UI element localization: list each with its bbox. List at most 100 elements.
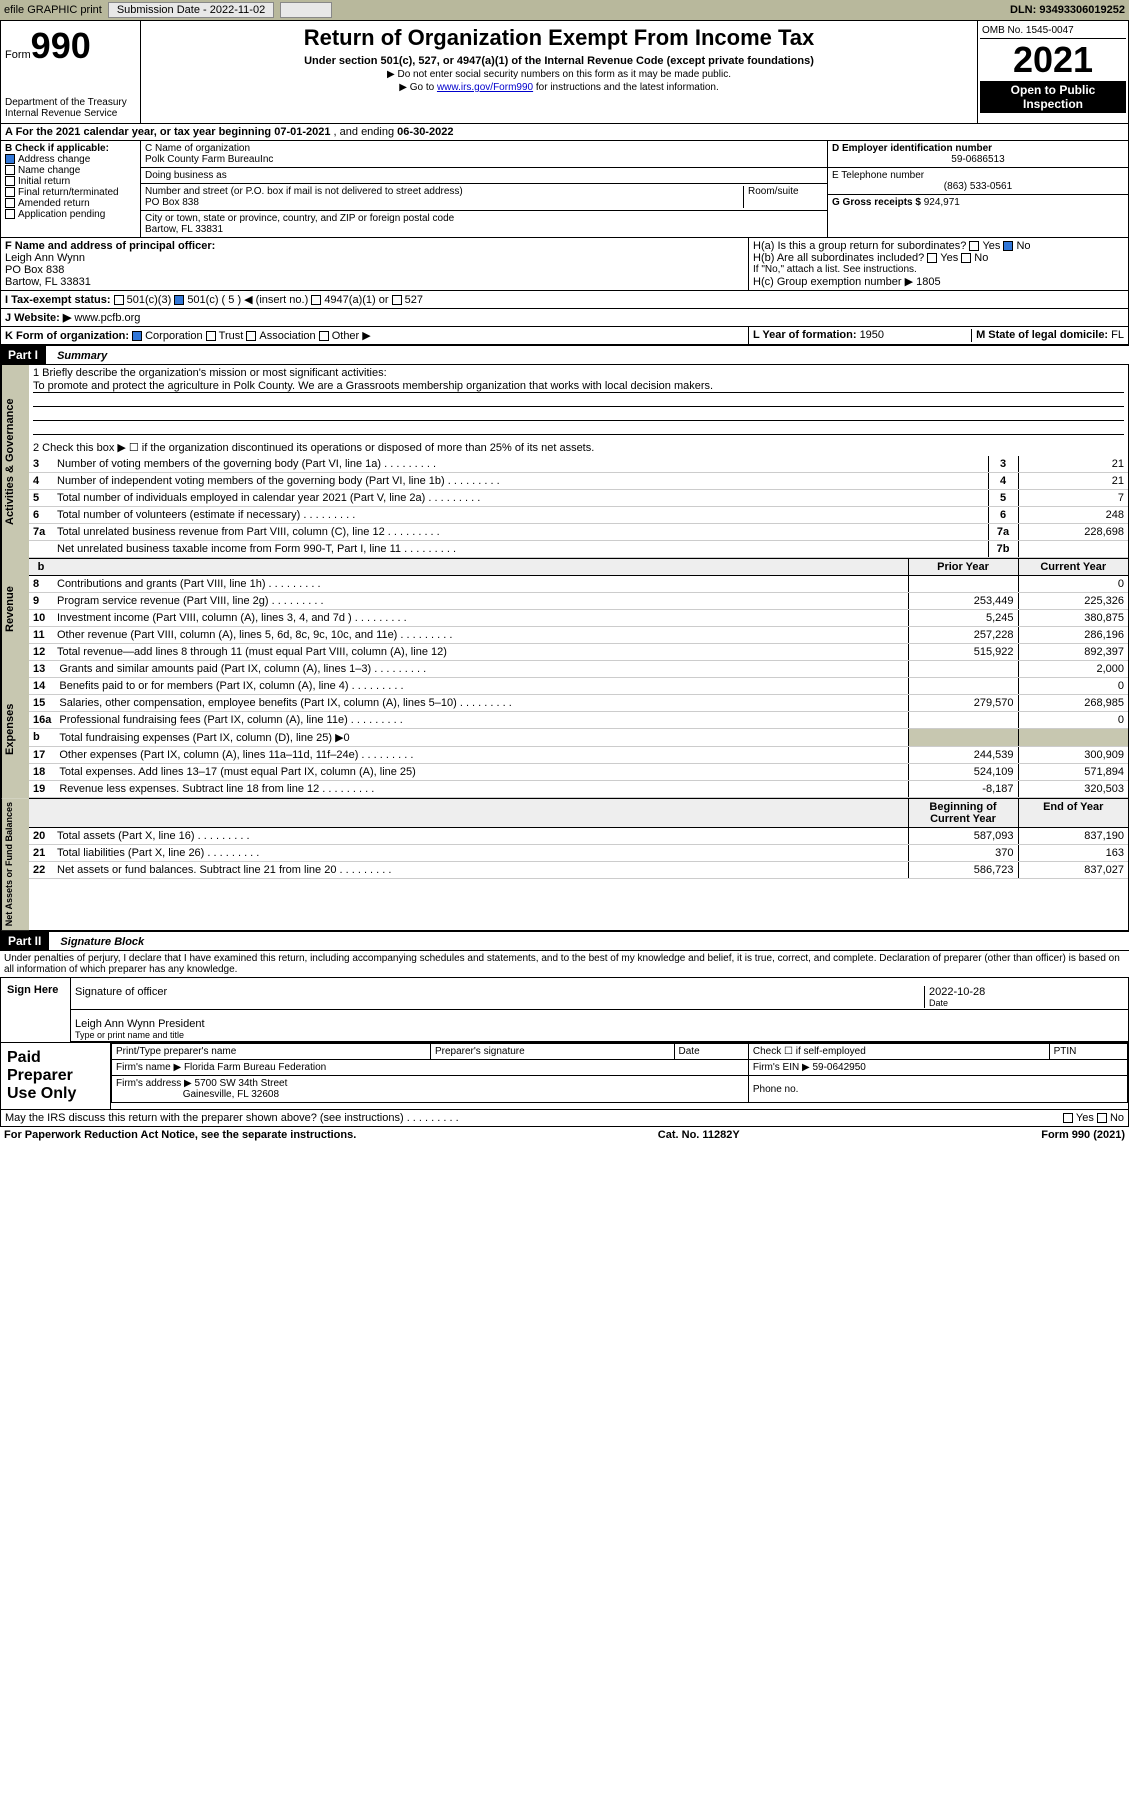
- firm-addr2: Gainesville, FL 32608: [183, 1089, 279, 1100]
- l-label: L Year of formation:: [753, 329, 860, 341]
- discuss-no-check[interactable]: [1097, 1113, 1107, 1123]
- phone-value: (863) 533-0561: [832, 181, 1124, 192]
- rev-row-8: 8Contributions and grants (Part VIII, li…: [29, 576, 1128, 593]
- ha-yes-check[interactable]: [969, 241, 979, 251]
- form-label: Form: [5, 49, 31, 61]
- chk-amended-return[interactable]: Amended return: [5, 198, 136, 209]
- chk-final-return[interactable]: Final return/terminated: [5, 187, 136, 198]
- l-value: 1950: [860, 329, 884, 341]
- addr-value: PO Box 838: [145, 197, 743, 208]
- f-addr2: Bartow, FL 33831: [5, 276, 91, 288]
- preparer-label: Paid Preparer Use Only: [1, 1043, 111, 1109]
- org-name-label: C Name of organization: [145, 143, 823, 154]
- part2-header: Part II: [0, 932, 49, 950]
- inspection-badge: Open to Public Inspection: [980, 81, 1126, 113]
- mission-blank1: [33, 393, 1124, 407]
- i-501c-check[interactable]: [174, 295, 184, 305]
- chk-initial-return[interactable]: Initial return: [5, 176, 136, 187]
- m-label: M State of legal domicile:: [976, 329, 1111, 341]
- hc-value: 1805: [916, 276, 940, 288]
- prep-date-label: Date: [674, 1044, 748, 1060]
- gov-row-5: 5Total number of individuals employed in…: [29, 490, 1128, 507]
- ein-label: D Employer identification number: [832, 143, 992, 154]
- chk-address-change[interactable]: Address change: [5, 154, 136, 165]
- note-link: ▶ Go to www.irs.gov/Form990 for instruct…: [151, 82, 967, 93]
- mission-blank3: [33, 421, 1124, 435]
- ha-label: H(a) Is this a group return for subordin…: [753, 240, 966, 252]
- sig-name: Leigh Ann Wynn President: [75, 1018, 1124, 1030]
- row-i: I Tax-exempt status: 501(c)(3) 501(c) ( …: [0, 291, 1129, 309]
- k-other-check[interactable]: [319, 331, 329, 341]
- header-right: OMB No. 1545-0047 2021 Open to Public In…: [978, 21, 1128, 123]
- sign-here-label: Sign Here: [1, 978, 71, 1042]
- preparer-area: Paid Preparer Use Only Print/Type prepar…: [1, 1042, 1128, 1109]
- i-4947-check[interactable]: [311, 295, 321, 305]
- dln-label: DLN: 93493306019252: [1010, 4, 1125, 16]
- revenue-label: Revenue: [1, 558, 29, 661]
- rev-row-10: 10Investment income (Part VIII, column (…: [29, 610, 1128, 627]
- gov-row-6: 6Total number of volunteers (estimate if…: [29, 507, 1128, 524]
- k-label: K Form of organization:: [5, 330, 129, 342]
- q1-label: 1 Briefly describe the organization's mi…: [33, 367, 1124, 379]
- period-row: A For the 2021 calendar year, or tax yea…: [0, 124, 1129, 141]
- exp-row-13: 13Grants and similar amounts paid (Part …: [29, 661, 1128, 678]
- firm-phone-label: Phone no.: [748, 1076, 1127, 1103]
- na-row-21: 21Total liabilities (Part X, line 26)370…: [29, 845, 1128, 862]
- gov-row-3: 3Number of voting members of the governi…: [29, 456, 1128, 473]
- firm-ein-label: Firm's EIN ▶: [753, 1062, 810, 1073]
- ein-value: 59-0686513: [832, 154, 1124, 165]
- discuss-yes-check[interactable]: [1063, 1113, 1073, 1123]
- form-subtitle: Under section 501(c), 527, or 4947(a)(1)…: [151, 55, 967, 67]
- part1-bar: Part I Summary: [0, 345, 1129, 365]
- expenses-table: 13Grants and similar amounts paid (Part …: [29, 661, 1128, 798]
- netassets-section: Net Assets or Fund Balances Beginning of…: [0, 798, 1129, 931]
- firm-ein: 59-0642950: [812, 1062, 865, 1073]
- i-501c3-check[interactable]: [114, 295, 124, 305]
- exp-row-14: 14Benefits paid to or for members (Part …: [29, 678, 1128, 695]
- box-b: B Check if applicable: Address change Na…: [1, 141, 141, 237]
- hb-no-check[interactable]: [961, 253, 971, 263]
- part1-title: Summary: [49, 350, 107, 362]
- gov-row-7b: Net unrelated business taxable income fr…: [29, 541, 1128, 558]
- k-corp-check[interactable]: [132, 331, 142, 341]
- revenue-section: Revenue bPrior YearCurrent Year 8Contrib…: [0, 558, 1129, 661]
- i-527-check[interactable]: [392, 295, 402, 305]
- ha-no-check[interactable]: [1003, 241, 1013, 251]
- dept-label: Department of the Treasury: [5, 97, 136, 108]
- expenses-section: Expenses 13Grants and similar amounts pa…: [0, 661, 1129, 798]
- k-assoc-check[interactable]: [246, 331, 256, 341]
- chk-name-change[interactable]: Name change: [5, 165, 136, 176]
- part1-header: Part I: [0, 346, 46, 364]
- sign-area: Sign Here Signature of officer 2022-10-2…: [0, 977, 1129, 1110]
- firm-name: Florida Farm Bureau Federation: [184, 1062, 326, 1073]
- exp-row-16b: bTotal fundraising expenses (Part IX, co…: [29, 729, 1128, 747]
- irs-label: Internal Revenue Service: [5, 108, 136, 119]
- box-b-title: B Check if applicable:: [5, 143, 109, 154]
- header-mid: Return of Organization Exempt From Incom…: [141, 21, 978, 123]
- omb-number: OMB No. 1545-0047: [980, 23, 1126, 39]
- rev-row-9: 9Program service revenue (Part VIII, lin…: [29, 593, 1128, 610]
- chk-application-pending[interactable]: Application pending: [5, 209, 136, 220]
- cat-no: Cat. No. 11282Y: [658, 1129, 740, 1141]
- sig-date-label: Date: [929, 998, 1124, 1008]
- hb-yes-check[interactable]: [927, 253, 937, 263]
- rev-row-12: 12Total revenue—add lines 8 through 11 (…: [29, 644, 1128, 661]
- k-trust-check[interactable]: [206, 331, 216, 341]
- blank-button[interactable]: [280, 2, 332, 18]
- period-begin: 07-01-2021: [274, 126, 330, 138]
- prep-sig-label: Preparer's signature: [430, 1044, 674, 1060]
- irs-link[interactable]: www.irs.gov/Form990: [437, 82, 533, 93]
- box-d: D Employer identification number 59-0686…: [828, 141, 1128, 237]
- exp-row-18: 18Total expenses. Add lines 13–17 (must …: [29, 764, 1128, 781]
- room-label: Room/suite: [743, 186, 823, 208]
- j-value: www.pcfb.org: [74, 312, 140, 324]
- gross-label: G Gross receipts $: [832, 197, 924, 208]
- form-header: Form990 Department of the Treasury Inter…: [0, 20, 1129, 124]
- form-title: Return of Organization Exempt From Incom…: [151, 25, 967, 51]
- city-label: City or town, state or province, country…: [145, 213, 823, 224]
- box-f: F Name and address of principal officer:…: [1, 238, 748, 290]
- dba-label: Doing business as: [145, 170, 823, 181]
- submission-date-button[interactable]: Submission Date - 2022-11-02: [108, 2, 274, 18]
- j-label: J Website: ▶: [5, 312, 71, 324]
- exp-row-15: 15Salaries, other compensation, employee…: [29, 695, 1128, 712]
